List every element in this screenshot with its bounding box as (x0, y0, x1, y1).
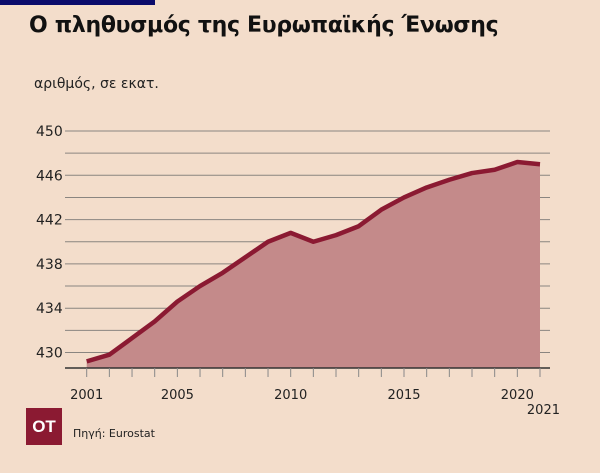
logo-text: OT (32, 416, 56, 436)
x-tick-label: 2021 (527, 403, 560, 418)
x-tick-label: 2020 (501, 388, 534, 403)
x-tick-label: 2005 (161, 388, 194, 403)
x-tick-label: 2015 (387, 388, 420, 403)
y-tick-label: 446 (36, 168, 63, 184)
y-tick-label: 442 (36, 213, 63, 229)
y-axis-label: αριθμός, σε εκατ. (34, 76, 159, 92)
y-tick-label: 430 (36, 345, 63, 361)
x-tick-label: 2001 (70, 388, 103, 403)
logo: OT (26, 408, 62, 445)
y-tick-label: 434 (36, 301, 63, 317)
source-note: Πηγή: Eurostat (73, 427, 155, 440)
y-tick-label: 450 (36, 124, 63, 140)
y-tick-label: 438 (36, 257, 63, 273)
accent-bar (0, 0, 155, 5)
area-fill (86, 162, 540, 368)
x-tick-label: 2010 (274, 388, 307, 403)
chart-title: Ο πληθυσμός της Ευρωπαϊκής Ένωσης (29, 13, 499, 38)
